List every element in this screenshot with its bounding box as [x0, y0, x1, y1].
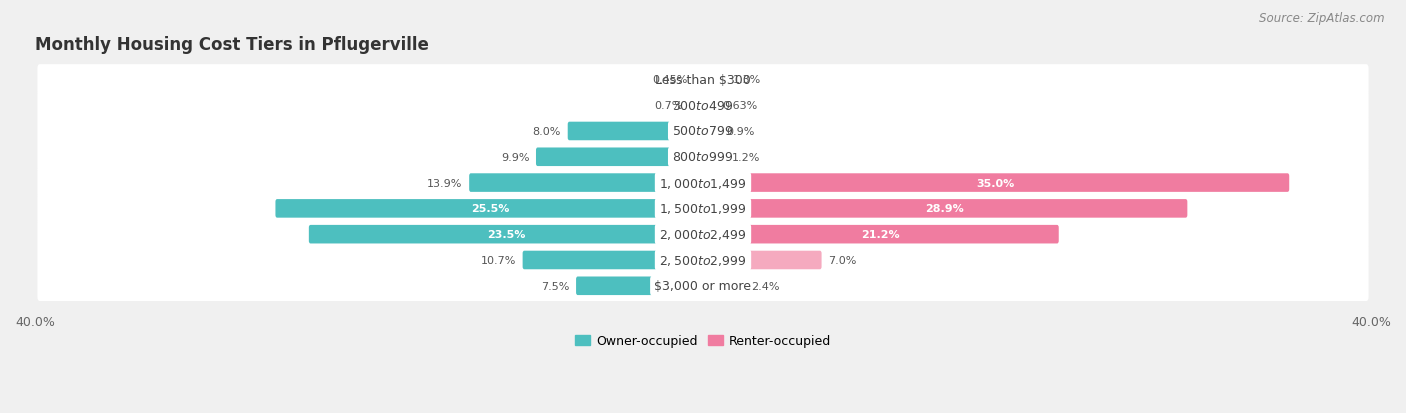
FancyBboxPatch shape: [523, 251, 704, 270]
Text: 0.7%: 0.7%: [655, 101, 683, 111]
FancyBboxPatch shape: [38, 65, 1368, 95]
Text: 1.3%: 1.3%: [733, 75, 761, 85]
Text: Less than $300: Less than $300: [655, 74, 751, 87]
Text: 2.4%: 2.4%: [751, 281, 780, 291]
Text: $3,000 or more: $3,000 or more: [655, 280, 751, 292]
Text: 0.45%: 0.45%: [652, 75, 688, 85]
Text: 7.0%: 7.0%: [828, 255, 856, 265]
Text: $300 to $499: $300 to $499: [672, 100, 734, 112]
Text: $2,000 to $2,499: $2,000 to $2,499: [659, 228, 747, 242]
Text: 25.5%: 25.5%: [471, 204, 509, 214]
FancyBboxPatch shape: [38, 142, 1368, 173]
Text: Monthly Housing Cost Tiers in Pflugerville: Monthly Housing Cost Tiers in Pflugervil…: [35, 36, 429, 54]
Text: 0.63%: 0.63%: [721, 101, 756, 111]
Text: 7.5%: 7.5%: [541, 281, 569, 291]
FancyBboxPatch shape: [702, 174, 1289, 192]
Text: 8.0%: 8.0%: [533, 127, 561, 137]
FancyBboxPatch shape: [576, 277, 704, 295]
FancyBboxPatch shape: [38, 219, 1368, 250]
FancyBboxPatch shape: [38, 194, 1368, 224]
Legend: Owner-occupied, Renter-occupied: Owner-occupied, Renter-occupied: [569, 330, 837, 352]
Text: $1,000 to $1,499: $1,000 to $1,499: [659, 176, 747, 190]
FancyBboxPatch shape: [309, 225, 704, 244]
Text: 21.2%: 21.2%: [860, 230, 900, 240]
Text: 9.9%: 9.9%: [501, 152, 529, 162]
FancyBboxPatch shape: [470, 174, 704, 192]
Text: $1,500 to $1,999: $1,500 to $1,999: [659, 202, 747, 216]
Text: Source: ZipAtlas.com: Source: ZipAtlas.com: [1260, 12, 1385, 25]
FancyBboxPatch shape: [568, 122, 704, 141]
Text: $500 to $799: $500 to $799: [672, 125, 734, 138]
FancyBboxPatch shape: [536, 148, 704, 167]
FancyBboxPatch shape: [702, 251, 821, 270]
Text: 13.9%: 13.9%: [427, 178, 463, 188]
FancyBboxPatch shape: [38, 271, 1368, 301]
Text: 23.5%: 23.5%: [488, 230, 526, 240]
Text: 10.7%: 10.7%: [481, 255, 516, 265]
FancyBboxPatch shape: [702, 148, 724, 167]
FancyBboxPatch shape: [38, 168, 1368, 198]
FancyBboxPatch shape: [702, 225, 1059, 244]
FancyBboxPatch shape: [702, 199, 1187, 218]
Text: 28.9%: 28.9%: [925, 204, 963, 214]
FancyBboxPatch shape: [702, 277, 745, 295]
FancyBboxPatch shape: [693, 71, 704, 90]
FancyBboxPatch shape: [38, 245, 1368, 275]
FancyBboxPatch shape: [702, 71, 727, 90]
Text: 0.9%: 0.9%: [727, 127, 755, 137]
FancyBboxPatch shape: [38, 91, 1368, 121]
FancyBboxPatch shape: [702, 97, 716, 115]
FancyBboxPatch shape: [689, 97, 704, 115]
FancyBboxPatch shape: [38, 116, 1368, 147]
FancyBboxPatch shape: [702, 122, 720, 141]
Text: 1.2%: 1.2%: [731, 152, 759, 162]
Text: $800 to $999: $800 to $999: [672, 151, 734, 164]
FancyBboxPatch shape: [276, 199, 704, 218]
Text: $2,500 to $2,999: $2,500 to $2,999: [659, 253, 747, 267]
Text: 35.0%: 35.0%: [976, 178, 1014, 188]
